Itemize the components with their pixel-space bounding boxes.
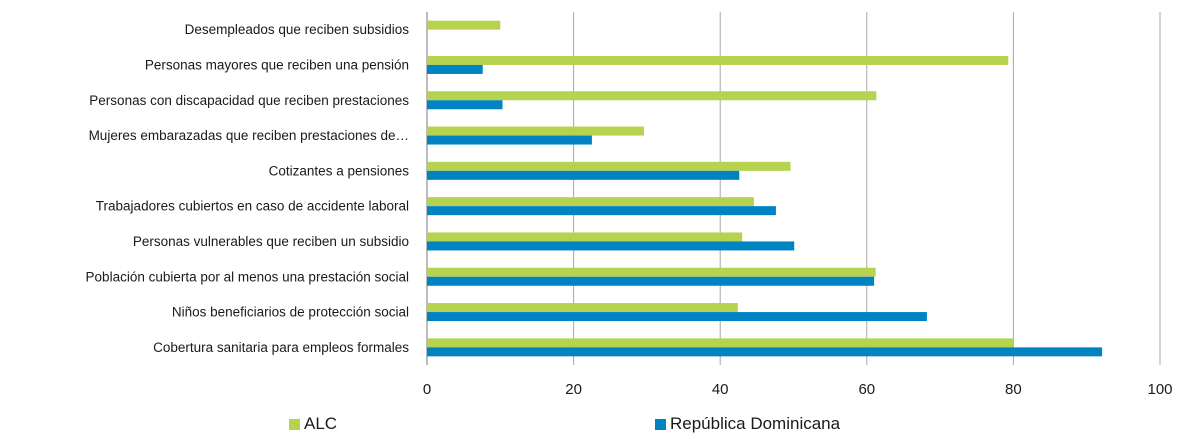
bar-alc-0 [427, 20, 501, 30]
category-label-3: Mujeres embarazadas que reciben prestaci… [89, 128, 409, 143]
bar-republica-dominicana-9 [427, 347, 1103, 357]
bar-alc-9 [427, 338, 1014, 348]
legend-label-alc: ALC [304, 414, 338, 433]
bar-republica-dominicana-1 [427, 64, 483, 74]
bar-alc-7 [427, 267, 876, 277]
bar-alc-1 [427, 55, 1009, 65]
x-tick-label-100: 100 [1147, 381, 1172, 398]
x-tick-label-60: 60 [858, 381, 875, 398]
bar-republica-dominicana-6 [427, 241, 795, 251]
category-label-0: Desempleados que reciben subsidios [185, 22, 410, 37]
x-tick-label-20: 20 [565, 381, 582, 398]
x-tick-label-40: 40 [712, 381, 729, 398]
category-labels: Desempleados que reciben subsidios Person… [86, 22, 410, 355]
bar-republica-dominicana-7 [427, 276, 875, 286]
x-tick-label-80: 80 [1005, 381, 1022, 398]
bar-republica-dominicana-3 [427, 135, 592, 145]
legend-swatch-alc [289, 418, 300, 430]
category-label-1: Personas mayores que reciben una pensión [145, 57, 409, 72]
category-label-7: Población cubierta por al menos una pres… [86, 269, 409, 284]
bar-republica-dominicana-2 [427, 100, 503, 110]
legend-item-alc: ALC [289, 414, 337, 434]
category-label-8: Niños beneficiarios de protección social [172, 305, 409, 320]
bar-republica-dominicana-8 [427, 312, 927, 322]
category-label-6: Personas vulnerables que reciben un subs… [133, 234, 409, 249]
bar-republica-dominicana-4 [427, 170, 740, 180]
category-label-2: Personas con discapacidad que reciben pr… [89, 93, 409, 108]
bar-alc-4 [427, 161, 791, 171]
x-tick-labels: 0 20 40 60 80 100 [423, 381, 1173, 398]
bar-alc-2 [427, 91, 877, 101]
bar-republica-dominicana-5 [427, 206, 776, 216]
category-label-9: Cobertura sanitaria para empleos formale… [153, 340, 409, 355]
x-tick-label-0: 0 [423, 381, 431, 398]
legend-item-republica-dominicana: República Dominicana [655, 414, 840, 434]
bar-alc-3 [427, 126, 644, 136]
bar-chart: Desempleados que reciben subsidios Person… [86, 12, 1173, 398]
category-label-5: Trabajadores cubiertos en caso de accide… [96, 199, 409, 214]
category-label-4: Cotizantes a pensiones [269, 163, 410, 178]
bars-group [427, 20, 1103, 357]
legend-label-republica-dominicana: República Dominicana [670, 414, 841, 433]
bar-alc-6 [427, 232, 743, 242]
legend-swatch-republica-dominicana [655, 418, 666, 430]
bar-alc-5 [427, 197, 754, 207]
bar-alc-8 [427, 303, 738, 313]
